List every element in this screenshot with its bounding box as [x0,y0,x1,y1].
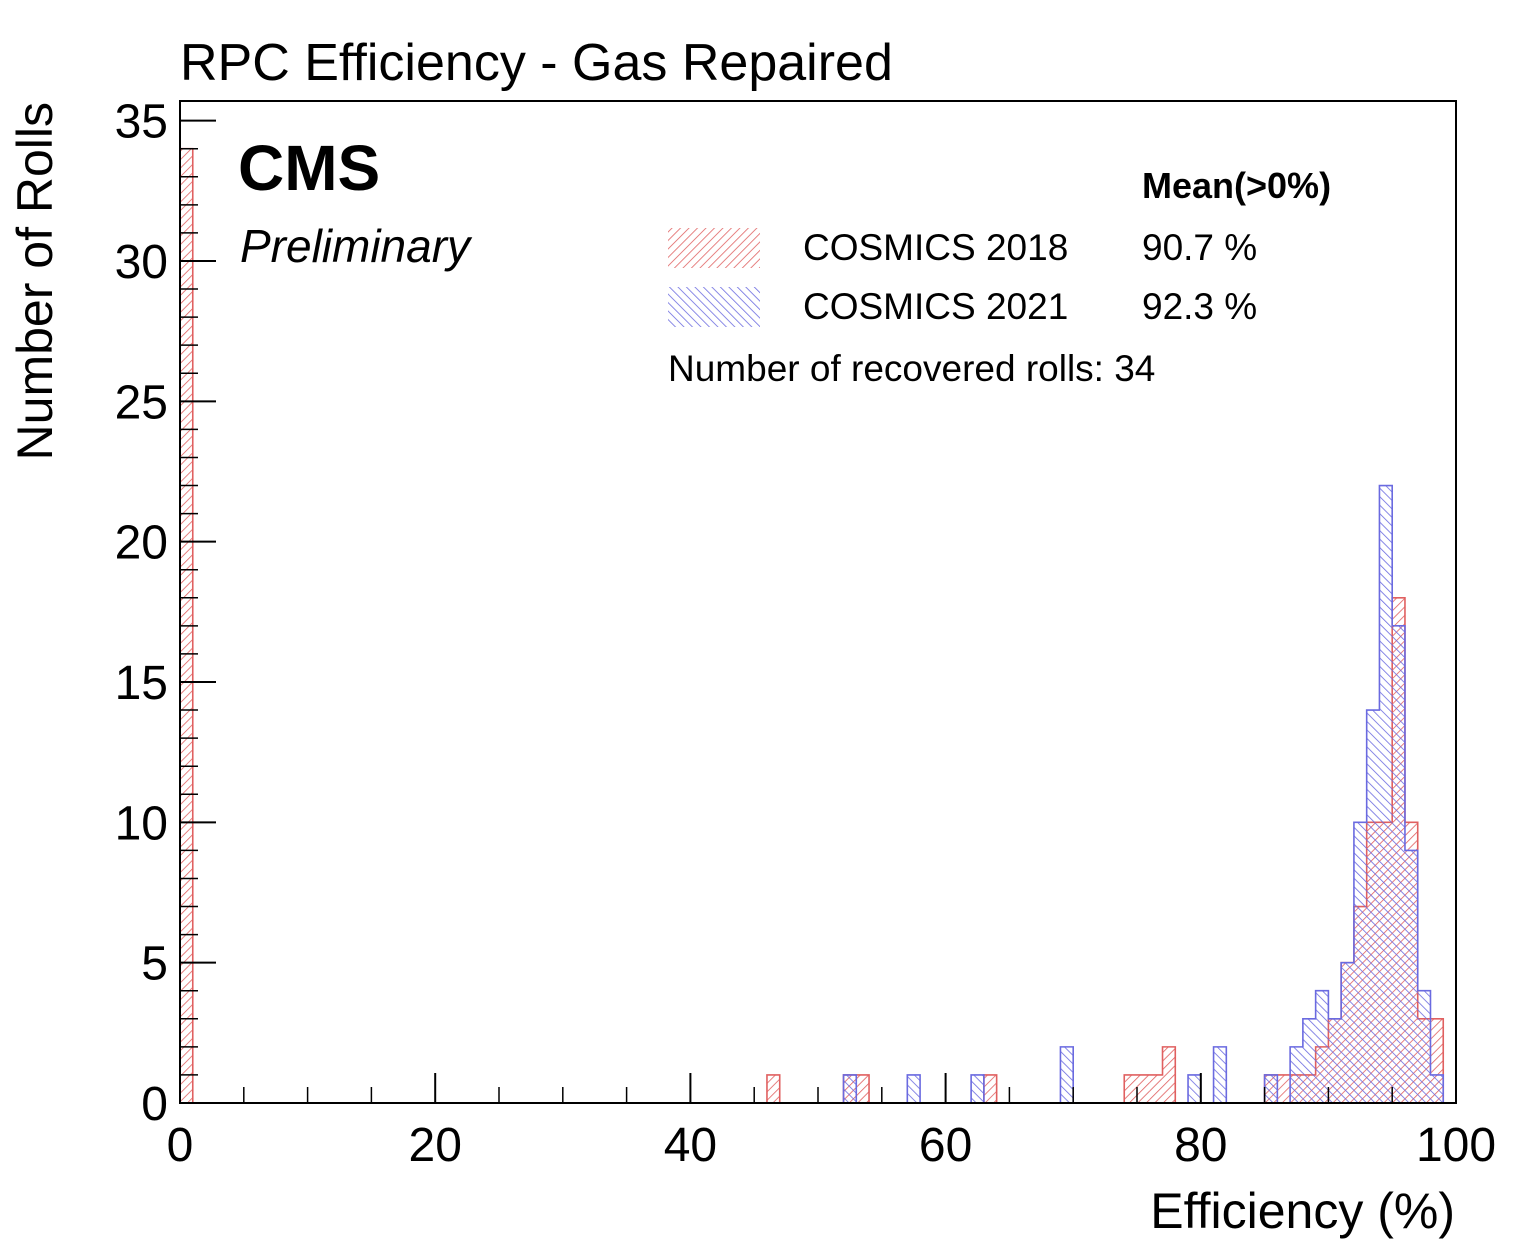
histogram-bar [766,1074,780,1103]
histogram-bar [983,1074,997,1103]
histogram-bar [1149,1074,1163,1103]
y-tick-label: 35 [115,96,168,149]
histogram-bar [1366,710,1380,1103]
x-tick-label: 0 [167,1119,194,1172]
histogram-bar [1290,1046,1303,1103]
y-tick-label: 0 [141,1078,168,1131]
histogram-bar [1392,625,1405,1103]
histogram-bar [1213,1046,1227,1103]
histogram-bar [1264,1074,1278,1103]
histogram-bar [1341,962,1354,1103]
y-tick-label: 5 [141,938,168,991]
histogram-bar [1404,850,1418,1103]
histogram-bar [843,1074,857,1103]
histogram-bar [1379,485,1393,1103]
histogram-bar [1137,1074,1150,1103]
axes: 0 20 40 60 80 100 0 5 10 15 20 25 30 35 [115,96,1496,1172]
histogram-bar [1060,1046,1074,1103]
y-tick-label: 10 [115,797,168,850]
legend-swatch-2021 [668,287,760,327]
y-axis-title: Number of Rolls [7,102,63,460]
y-tick-label: 20 [115,517,168,570]
y-tick-label: 25 [115,376,168,429]
x-tick-label: 100 [1416,1119,1496,1172]
x-tick-label: 40 [664,1119,717,1172]
preliminary-label: Preliminary [240,220,473,272]
legend-mean-2021: 92.3 % [1142,286,1257,327]
legend-label-2018: COSMICS 2018 [803,227,1068,268]
y-tick-label: 15 [115,657,168,710]
histogram-bar [1302,1018,1316,1103]
histogram-bar [1315,990,1329,1103]
histogram-bar [1124,1074,1137,1103]
histogram-bar [1162,1046,1176,1103]
histogram-bar [1188,1074,1201,1103]
chart-title: RPC Efficiency - Gas Repaired [180,34,893,92]
x-tick-label: 80 [1174,1119,1227,1172]
histogram-outline [180,484,1456,1104]
legend-label-2021: COSMICS 2021 [803,286,1068,327]
y-tick-label: 30 [115,236,168,289]
histogram-bar [971,1074,984,1103]
recovered-rolls-note: Number of recovered rolls: 34 [668,348,1155,389]
histogram-bar [1417,990,1431,1103]
histogram-bar [1328,1018,1342,1103]
cms-label: CMS [238,132,380,204]
histogram-bar [907,1074,921,1103]
legend-header: Mean(>0%) [1142,165,1331,206]
x-tick-label: 20 [409,1119,462,1172]
histogram-bar [1430,1074,1444,1103]
x-axis-title: Efficiency (%) [1150,1183,1455,1239]
histogram-bar [856,1074,870,1103]
legend-mean-2018: 90.7 % [1142,227,1257,268]
histogram-bar [1353,822,1367,1103]
series-2021 [180,484,1456,1104]
legend: Mean(>0%) COSMICS 2018 90.7 % COSMICS 20… [668,165,1331,389]
legend-swatch-2018 [668,228,760,268]
histogram-bar [1277,1074,1291,1103]
x-tick-label: 60 [919,1119,972,1172]
